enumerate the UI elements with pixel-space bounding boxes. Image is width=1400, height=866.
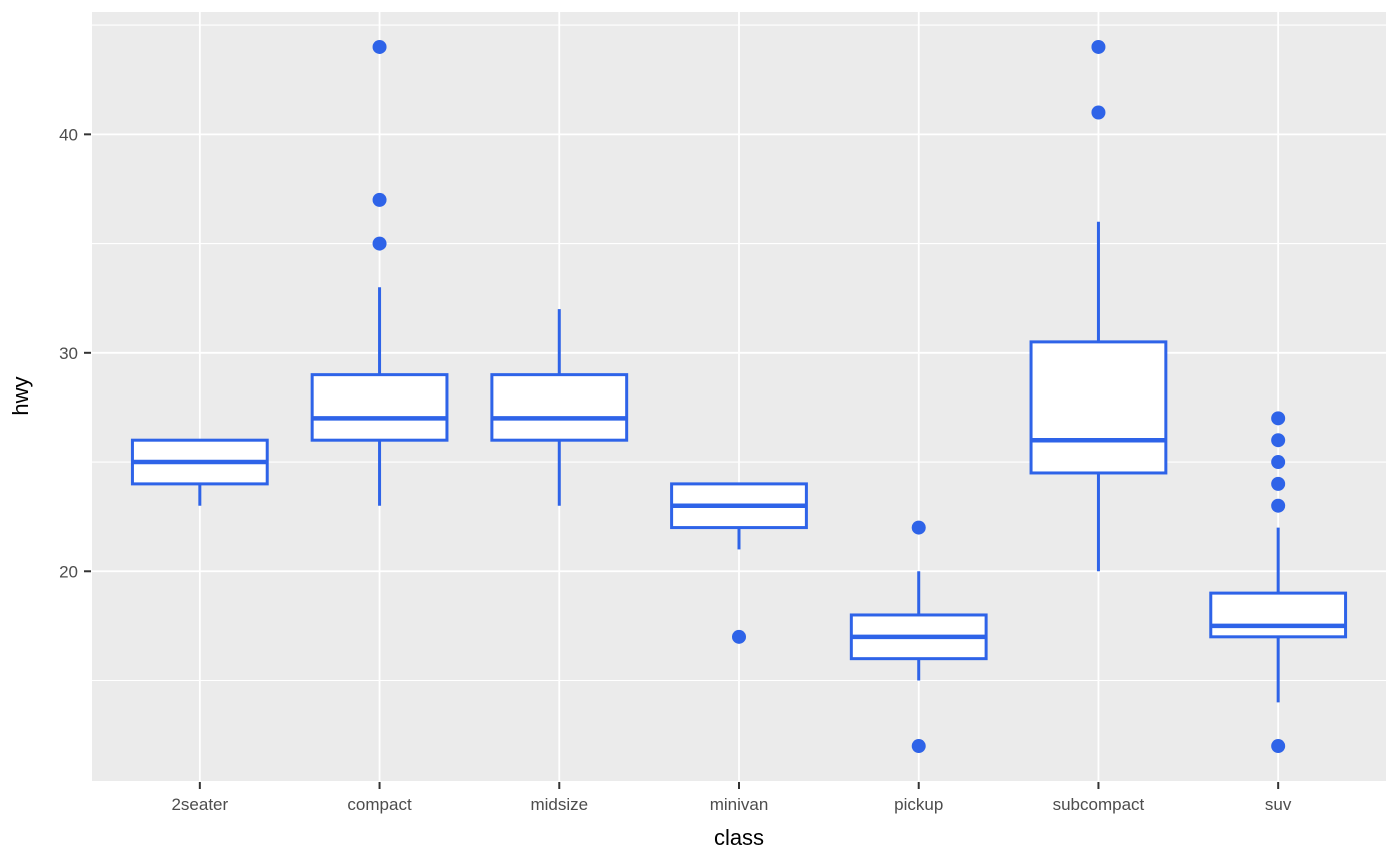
outlier-point [911, 739, 926, 754]
outlier-point [1091, 39, 1106, 54]
iqr-box [310, 373, 449, 442]
outlier-point [372, 236, 387, 251]
x-axis-title: class [713, 825, 765, 850]
iqr-box [1029, 340, 1168, 475]
outlier-point [1271, 411, 1286, 426]
x-axis-tick-label: 2seater [171, 795, 228, 814]
boxplot-subcompact [1029, 39, 1168, 572]
x-axis-tick-label: midsize [530, 795, 588, 814]
outlier-point [1271, 498, 1286, 513]
iqr-box [490, 373, 629, 442]
y-axis-title: hwy [8, 376, 33, 416]
outlier-point [1271, 455, 1286, 470]
outlier-point [1271, 433, 1286, 448]
y-axis-tick-label: 30 [59, 344, 78, 363]
x-axis-tick-label: compact [347, 795, 412, 814]
outlier-point [911, 520, 926, 535]
outlier-point [1091, 105, 1106, 120]
outlier-point [372, 39, 387, 54]
y-axis-tick-label: 40 [59, 125, 78, 144]
outlier-point [372, 192, 387, 207]
x-axis-tick-label: pickup [894, 795, 943, 814]
outlier-point [1271, 739, 1286, 754]
y-axis-tick-label: 20 [59, 562, 78, 581]
outlier-point [732, 629, 746, 644]
boxplot-2seater [130, 438, 269, 506]
x-axis-tick-label: suv [1265, 795, 1292, 814]
boxplot-pickup [849, 520, 988, 754]
boxplot-compact [310, 39, 449, 506]
boxplot-midsize [490, 309, 629, 506]
boxplot-minivan [670, 482, 808, 644]
x-axis-tick-label: subcompact [1053, 795, 1145, 814]
boxplot-suv [1209, 411, 1348, 754]
x-axis-tick-label: minivan [710, 795, 769, 814]
iqr-box [1209, 591, 1348, 639]
outlier-point [1271, 476, 1286, 491]
